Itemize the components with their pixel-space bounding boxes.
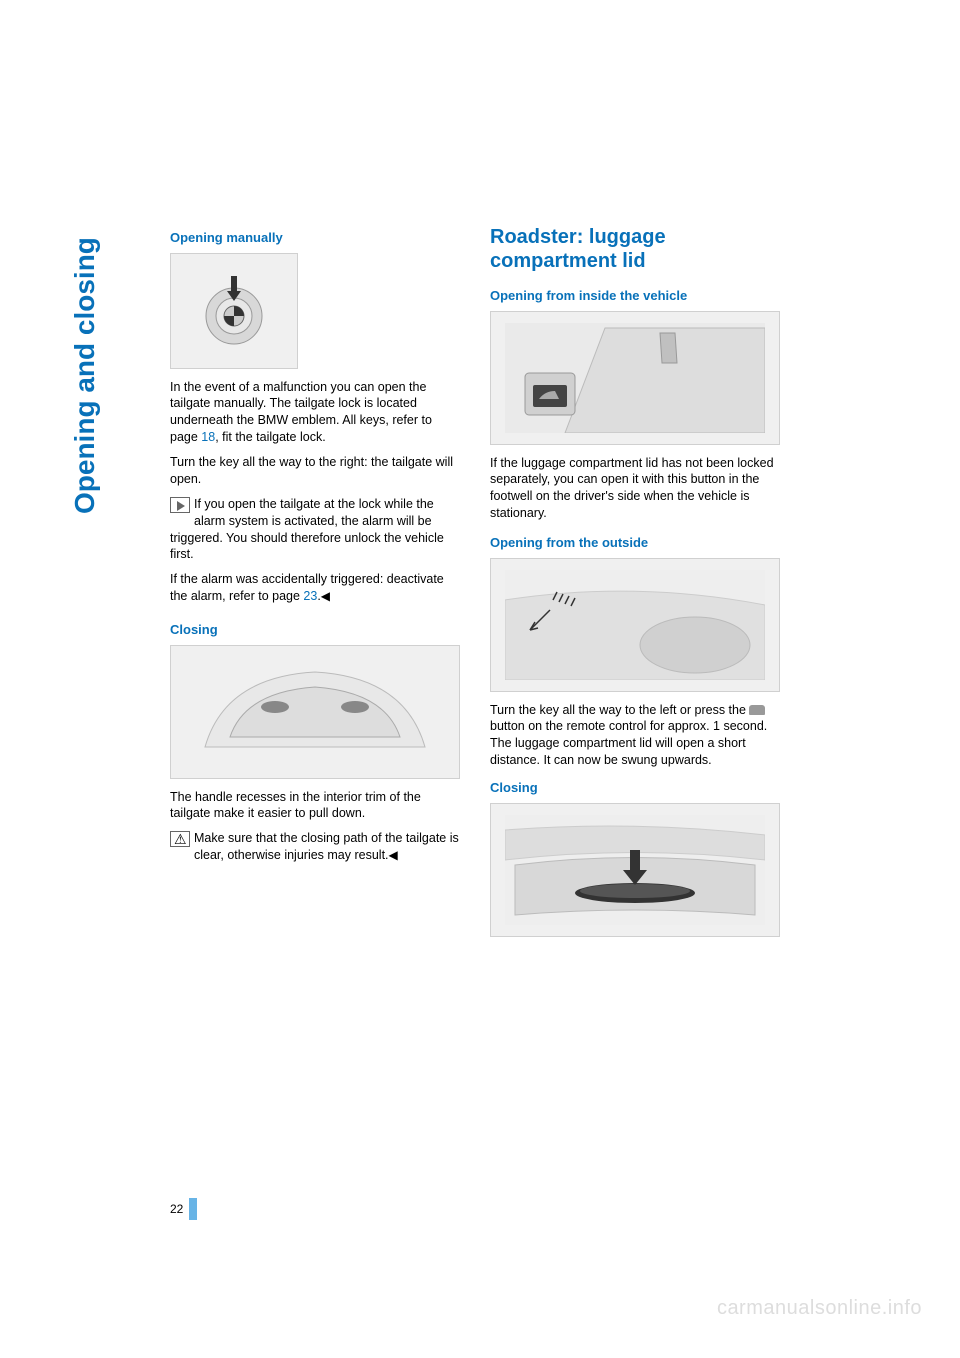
paragraph-luggage-inside: If the luggage compartment lid has not b… (490, 455, 780, 523)
info-icon (170, 497, 190, 513)
page-link-23[interactable]: 23 (303, 589, 317, 603)
paragraph-handle: The handle recesses in the interior trim… (170, 789, 460, 823)
heading-open-inside: Opening from inside the vehicle (490, 287, 780, 305)
page-number-bar-icon (189, 1198, 197, 1220)
warning-icon (170, 831, 190, 847)
note-alarm: If you open the tailgate at the lock whi… (170, 496, 460, 564)
text-malfunction-2: , fit the tailgate lock. (215, 430, 325, 444)
figure-rear-outside (490, 558, 780, 692)
figure-footwell-button (490, 311, 780, 445)
right-column: Roadster: luggage compartment lid Openin… (490, 225, 780, 947)
page-link-18[interactable]: 18 (201, 430, 215, 444)
end-marker-icon: ◀ (389, 848, 398, 862)
figure-tailgate-interior (170, 645, 460, 779)
heading-roadster: Roadster: luggage compartment lid (490, 225, 780, 273)
page-number-block: 22 (170, 1198, 197, 1220)
paragraph-malfunction: In the event of a malfunction you can op… (170, 379, 460, 447)
figure-emblem-lock (170, 253, 298, 369)
text-turn-left-2: button on the remote control for approx.… (490, 719, 767, 767)
text-turn-left-1: Turn the key all the way to the left or … (490, 703, 749, 717)
paragraph-alarm-deactivate: If the alarm was accidentally triggered:… (170, 571, 460, 605)
trunk-icon (749, 705, 765, 715)
section-title-vertical: Opening and closing (69, 237, 101, 514)
heading-closing: Closing (170, 621, 460, 639)
page-number: 22 (170, 1202, 183, 1216)
page-container: Opening and closing Opening manually In … (0, 0, 960, 1358)
heading-open-outside: Opening from the outside (490, 534, 780, 552)
left-column: Opening manually In the event of a malfu… (170, 225, 460, 947)
note-warning-closing: Make sure that the closing path of the t… (170, 830, 460, 864)
paragraph-turn-left: Turn the key all the way to the left or … (490, 702, 780, 770)
heading-closing-right: Closing (490, 779, 780, 797)
note-alarm-text: If you open the tailgate at the lock whi… (170, 497, 444, 562)
content-columns: Opening manually In the event of a malfu… (170, 225, 870, 947)
heading-opening-manually: Opening manually (170, 229, 460, 247)
paragraph-turn-key: Turn the key all the way to the right: t… (170, 454, 460, 488)
end-marker-icon: ◀ (321, 589, 330, 603)
figure-luggage-closing (490, 803, 780, 937)
note-warn-text: Make sure that the closing path of the t… (194, 831, 459, 862)
watermark: carmanualsonline.info (717, 1297, 922, 1320)
